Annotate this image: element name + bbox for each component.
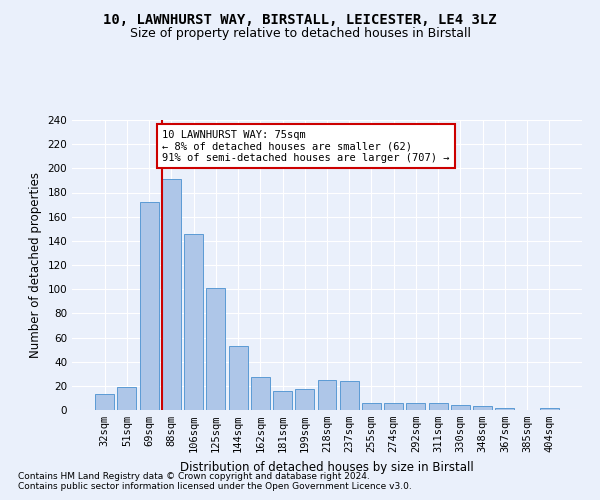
- Text: Size of property relative to detached houses in Birstall: Size of property relative to detached ho…: [130, 28, 470, 40]
- Bar: [162, 179, 181, 410]
- Text: 10, LAWNHURST WAY, BIRSTALL, LEICESTER, LE4 3LZ: 10, LAWNHURST WAY, BIRSTALL, LEICESTER, …: [103, 12, 497, 26]
- Bar: [540, 408, 559, 410]
- Bar: [473, 406, 492, 410]
- Bar: [184, 234, 203, 410]
- Bar: [496, 408, 514, 410]
- Bar: [140, 202, 158, 410]
- X-axis label: Distribution of detached houses by size in Birstall: Distribution of detached houses by size …: [180, 460, 474, 473]
- Text: Contains public sector information licensed under the Open Government Licence v3: Contains public sector information licen…: [18, 482, 412, 491]
- Bar: [429, 403, 448, 410]
- Bar: [451, 405, 470, 410]
- Bar: [251, 378, 270, 410]
- Bar: [406, 403, 425, 410]
- Bar: [118, 387, 136, 410]
- Bar: [362, 403, 381, 410]
- Bar: [340, 381, 359, 410]
- Bar: [95, 394, 114, 410]
- Bar: [317, 380, 337, 410]
- Text: 10 LAWNHURST WAY: 75sqm
← 8% of detached houses are smaller (62)
91% of semi-det: 10 LAWNHURST WAY: 75sqm ← 8% of detached…: [162, 130, 449, 163]
- Bar: [229, 346, 248, 410]
- Bar: [295, 390, 314, 410]
- Bar: [384, 403, 403, 410]
- Y-axis label: Number of detached properties: Number of detached properties: [29, 172, 42, 358]
- Bar: [273, 390, 292, 410]
- Bar: [206, 288, 225, 410]
- Text: Contains HM Land Registry data © Crown copyright and database right 2024.: Contains HM Land Registry data © Crown c…: [18, 472, 370, 481]
